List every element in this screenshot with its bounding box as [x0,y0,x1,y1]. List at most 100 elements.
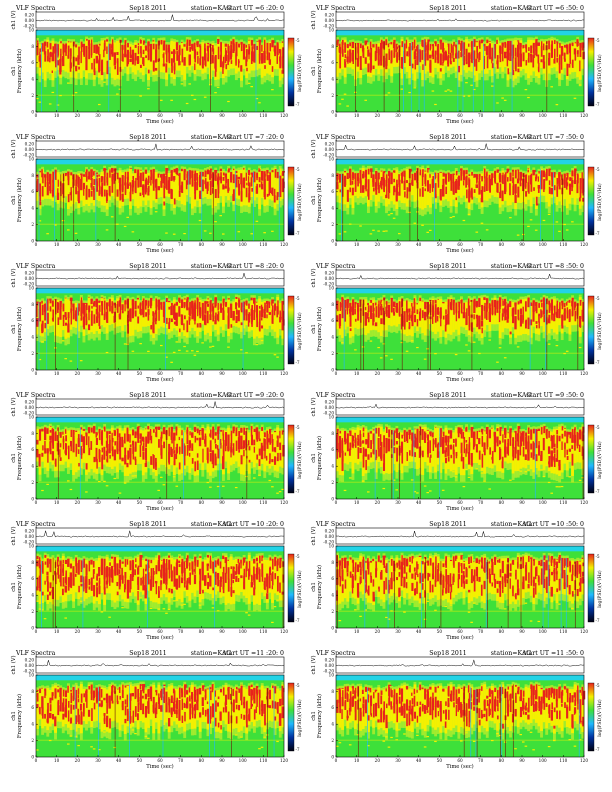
spectrogram-cell [553,185,557,191]
spectrogram-cell [59,432,63,465]
spectrogram-cell [378,184,381,190]
spectrogram-cell [527,168,530,169]
spectrogram-cell [106,448,110,463]
spectrogram-cell [276,171,280,205]
spectrogram-cell [418,52,421,59]
spectrogram-cell [158,40,160,113]
spectrogram-cell [222,445,225,459]
spectrogram-cell [522,45,525,48]
spectrogram-cell [463,306,466,316]
spectrogram-cell [121,302,125,331]
spectrogram-cell [545,172,548,176]
spectrogram-cell [339,54,342,69]
spectrogram-cell [344,300,347,309]
spectrogram-cell [196,41,200,70]
spectrogram-cell [565,172,569,209]
spectrogram-cell [140,433,143,446]
spectrogram-cell [57,427,59,431]
spectrogram-cell [551,174,554,187]
spectrogram-cell [186,180,189,185]
spectrogram-cell [74,313,77,318]
spectrogram-cell [458,301,461,307]
spectrogram-cell [196,182,198,191]
spectrogram-cell [39,188,42,202]
spectrogram-cell [411,41,414,47]
spectrogram-cell [413,301,416,314]
spectrogram-cell [281,322,284,331]
spectrogram-cell [134,431,137,439]
y-tick-label: 10 [29,27,35,32]
spectrogram-cell [36,301,39,335]
spectrogram-cell [525,60,528,66]
spectrogram-cell [186,46,189,51]
spectrogram-cell [378,300,380,307]
spectrogram-cell [408,91,411,94]
spectrogram-cell [219,54,222,68]
spectrogram-cell [558,230,561,233]
x-tick-label: 20 [75,113,81,118]
spectrogram-cell [348,168,351,179]
spectrogram-cell [447,305,450,315]
spectrogram-cell [65,435,68,442]
spectrogram-cell [362,171,365,175]
spectrogram-cell [49,446,53,451]
spectrogram-cell [193,304,197,318]
spectrogram-cell [439,172,443,206]
spectrogram-cell [535,48,538,52]
spectrogram-cell [504,307,506,321]
spectrogram-cell [85,185,88,197]
spectrogram-cell [436,315,439,322]
spectrogram-cell [436,307,440,315]
spectrogram-cell [260,339,264,342]
spectrogram-cell [85,45,88,60]
spectrogram-cell [57,440,60,455]
spectrogram-cell [168,182,171,194]
spectrogram-cell [191,43,194,67]
spectrogram-cell [413,172,417,202]
spectrogram-cell [142,187,145,198]
spectrogram-cell [416,46,419,52]
spectrogram-cell [116,441,119,453]
spectrogram-cell [461,46,463,57]
spectrogram-cell [72,303,75,308]
spectrogram-cell [232,426,236,432]
spectrogram-cell [534,302,538,334]
spectrogram-cell [124,302,126,312]
spectrogram-cell [179,328,181,333]
y-tick-label: 8 [331,173,334,178]
spectrogram-cell [75,179,78,187]
spectrogram-cell [388,51,391,60]
spectrogram-cell [240,66,242,71]
spectrogram-cell [199,44,202,46]
spectrogram-cell [109,435,111,444]
spectrogram-cell [106,67,110,75]
spectrogram-cell [258,177,261,183]
spectrogram-cell [183,298,187,300]
spectrogram-heatmap [36,159,285,241]
spectrogram-cell [251,305,255,312]
spectrogram-cell [571,180,574,188]
waveform-tick-label: 0.00 [325,276,335,281]
spectrogram-cell [109,169,111,172]
spectrogram-cell [132,49,135,63]
spectrogram-cell [470,84,473,86]
spectrogram-cell [396,46,399,50]
spectrogram-cell [77,449,80,454]
spectrogram-cell [581,172,583,184]
spectrogram-cell [101,435,103,446]
spectrogram-cell [429,174,431,178]
spectrogram-cell [523,173,524,241]
spectrogram-cell [77,303,79,370]
spectrogram-cell [424,51,426,61]
spectrogram-cell [54,169,55,241]
spectrogram-cell [49,298,52,300]
spectrogram-cell [49,51,53,57]
spectrogram-cell [390,212,393,215]
spectrogram-cell [240,349,243,351]
spectrogram-cell [242,52,246,60]
spectrogram-cell [473,50,476,60]
spectrogram-cell [247,176,250,187]
spectrogram-cell [54,169,57,196]
spectrogram-cell [240,41,243,44]
